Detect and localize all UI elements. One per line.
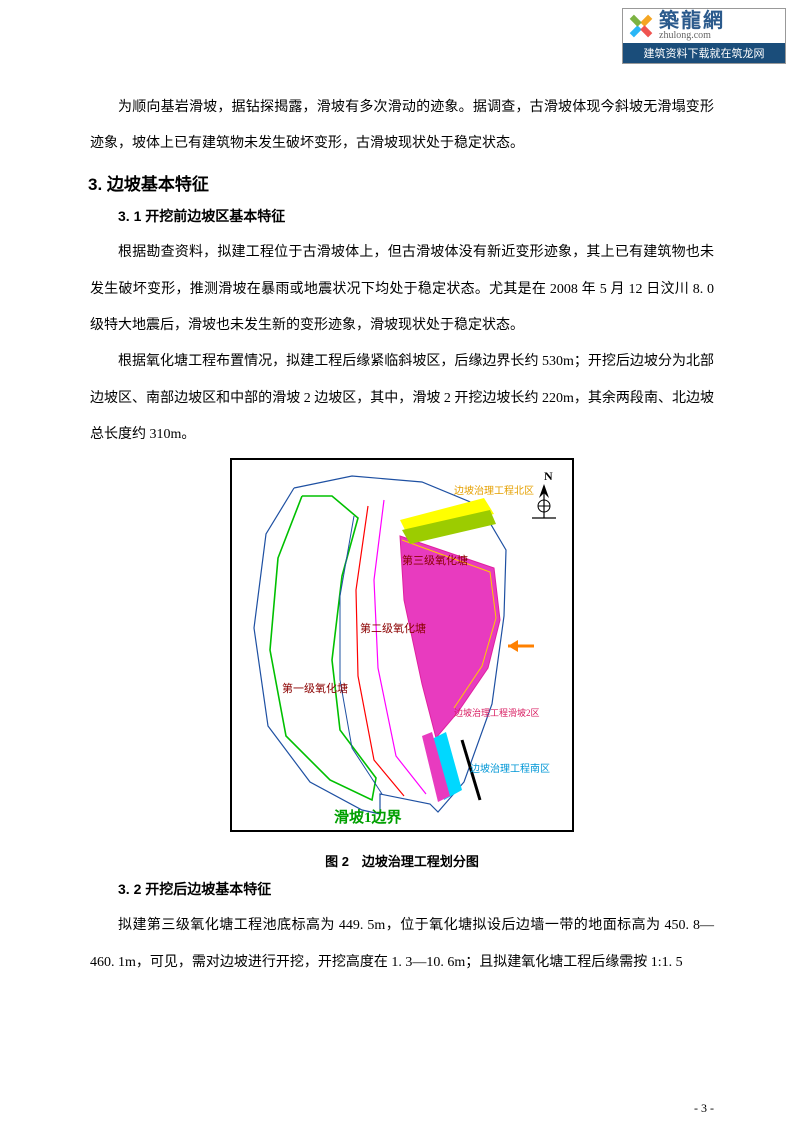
label-slide2: 边坡治理工程滑坡2区 [454,707,540,718]
orange-arrow [508,640,534,652]
page-number: - 3 - [694,1101,714,1116]
figure-caption: 图 2 边坡治理工程划分图 [90,853,714,871]
para-1: 根据勘查资料，拟建工程位于古滑坡体上，但古滑坡体没有新近变形迹象，其上已有建筑物… [90,235,714,344]
label-south: 边坡治理工程南区 [470,762,550,775]
green-boundary [270,496,376,800]
document-body: 为顺向基岩滑坡，据钻探揭露，滑坡有多次滑动的迹象。据调查，古滑坡体现今斜坡无滑塌… [0,0,800,981]
logo-top: 築龍網 zhulong.com [623,9,785,43]
label-north: 边坡治理工程北区 [454,484,534,497]
label-pond1: 第一级氧化塘 [282,681,348,695]
label-pond2: 第二级氧化塘 [360,621,426,635]
label-boundary: 滑坡1边界 [334,808,402,826]
para-3: 拟建第三级氧化塘工程池底标高为 449. 5m，位于氧化塘拟设后边墙一带的地面标… [90,908,714,981]
heading-3: 3. 边坡基本特征 [88,171,714,198]
heading-3-1: 3. 1 开挖前边坡区基本特征 [90,204,714,229]
heading-3-2: 3. 2 开挖后边坡基本特征 [90,877,714,902]
site-logo: 築龍網 zhulong.com 建筑资料下载就在筑龙网 [622,8,786,64]
logo-cn: 築龍網 [659,11,725,31]
red-line [356,506,404,796]
logo-icon [627,12,655,40]
para-2: 根据氧化塘工程布置情况，拟建工程后缘紧临斜坡区，后缘边界长约 530m；开挖后边… [90,344,714,453]
logo-slogan: 建筑资料下载就在筑龙网 [623,43,785,63]
para-intro: 为顺向基岩滑坡，据钻探揭露，滑坡有多次滑动的迹象。据调查，古滑坡体现今斜坡无滑塌… [90,90,714,163]
logo-en: zhulong.com [659,31,725,41]
label-pond3: 第三级氧化塘 [402,553,468,567]
compass-n: N [544,469,553,483]
figure-2: N [90,458,714,872]
diagram-svg: N [230,458,574,832]
